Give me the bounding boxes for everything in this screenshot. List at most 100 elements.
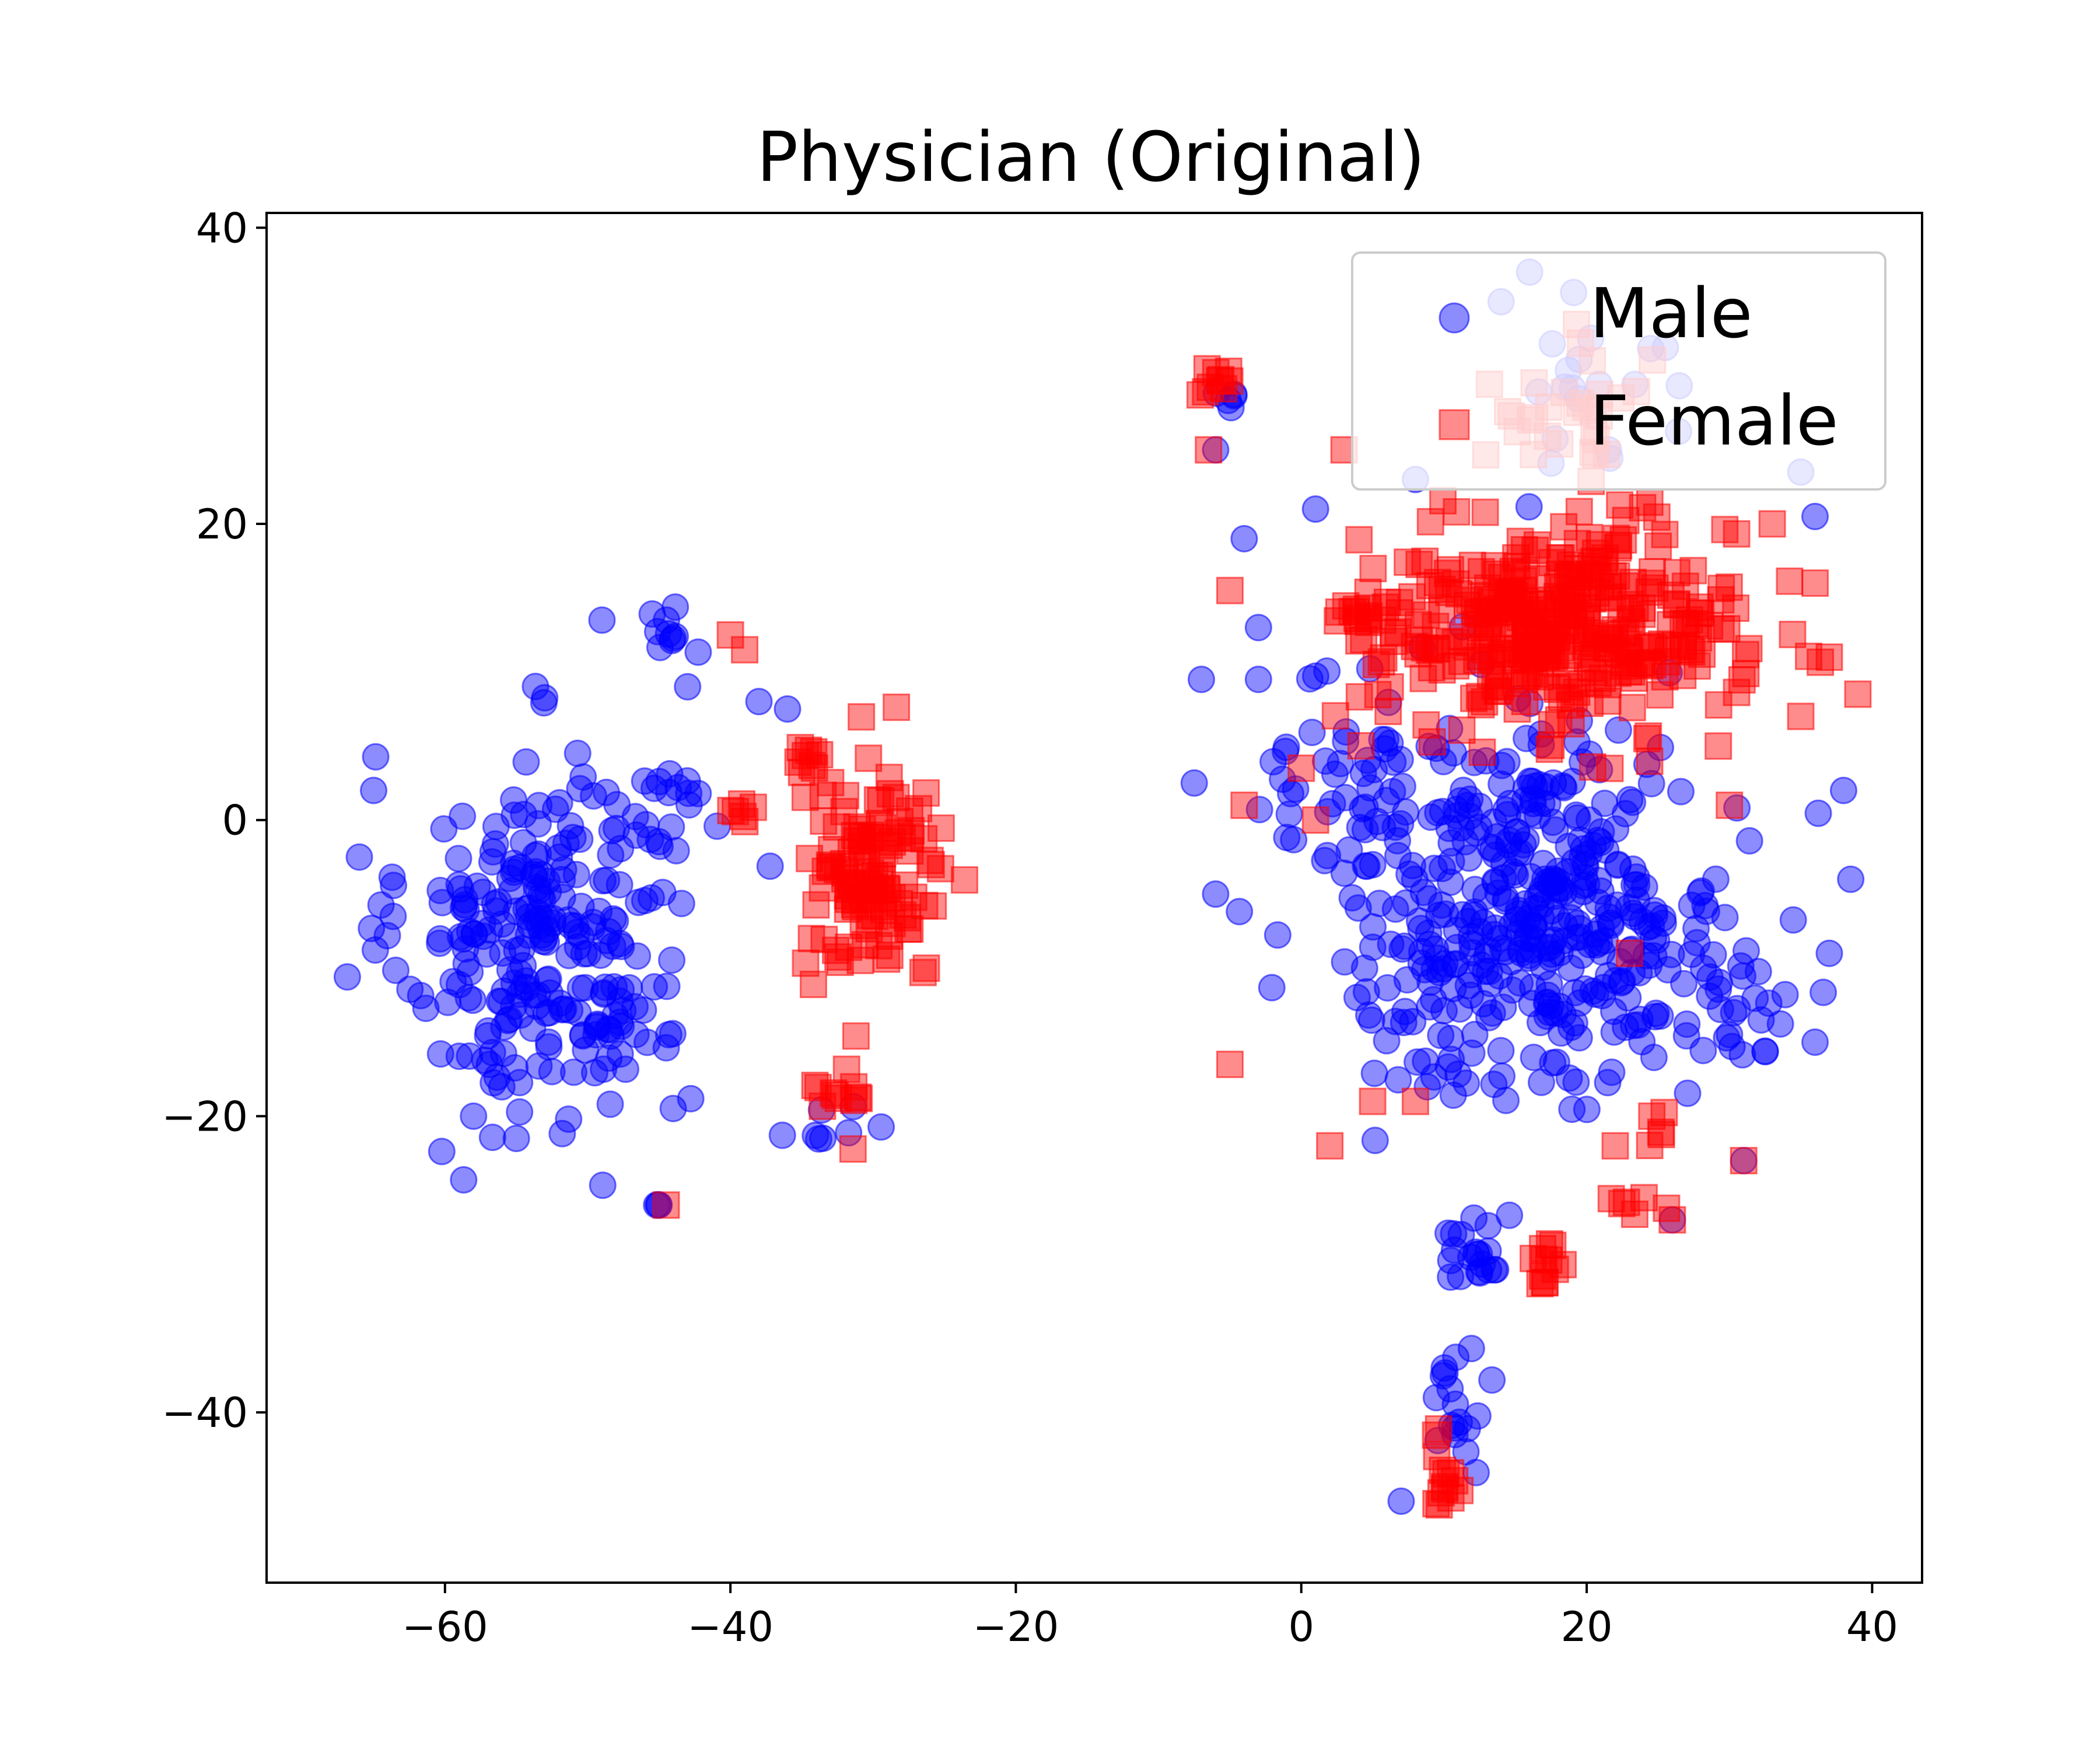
male-point xyxy=(1674,1079,1702,1107)
female-point xyxy=(1638,1102,1666,1130)
male-point xyxy=(1258,974,1286,1002)
male-point xyxy=(1436,1375,1464,1403)
female-point xyxy=(1801,569,1829,597)
female-point xyxy=(1662,591,1690,619)
legend-female-marker xyxy=(1438,409,1470,440)
male-point xyxy=(593,866,621,894)
female-point xyxy=(1359,555,1387,583)
female-point xyxy=(1634,722,1662,750)
female-point xyxy=(1612,506,1640,534)
male-point xyxy=(1460,1204,1488,1232)
male-point xyxy=(522,858,550,886)
female-point xyxy=(792,949,820,977)
female-point xyxy=(1564,581,1592,609)
female-point xyxy=(950,866,978,894)
female-point xyxy=(1658,1206,1686,1234)
male-point xyxy=(1744,957,1772,985)
male-point xyxy=(501,1054,529,1082)
male-point xyxy=(1392,889,1420,917)
male-point xyxy=(1673,1010,1701,1038)
y-tick-label: 40 xyxy=(196,204,248,252)
female-point xyxy=(1731,641,1759,669)
female-point xyxy=(1412,711,1440,739)
female-point xyxy=(896,915,924,943)
male-point xyxy=(1567,942,1595,970)
female-point xyxy=(875,764,903,792)
male-point xyxy=(1387,1487,1415,1515)
female-point xyxy=(652,1191,680,1219)
female-point xyxy=(1787,702,1815,730)
male-point xyxy=(662,837,690,865)
male-point xyxy=(531,684,559,712)
male-point xyxy=(1592,836,1620,864)
female-point xyxy=(1713,615,1741,643)
legend-box xyxy=(1351,251,1887,491)
legend-male-label: Male xyxy=(1590,273,1753,354)
female-point xyxy=(1468,738,1496,766)
male-point xyxy=(611,1055,639,1083)
female-point xyxy=(835,933,863,961)
male-point xyxy=(1427,1021,1455,1049)
female-point xyxy=(848,703,876,731)
male-point xyxy=(1584,888,1612,916)
male-point xyxy=(596,1090,624,1118)
male-point xyxy=(594,918,622,946)
male-point xyxy=(1275,800,1303,828)
female-point xyxy=(1605,531,1633,559)
female-point xyxy=(1216,1051,1244,1079)
female-point xyxy=(860,885,888,913)
male-point xyxy=(1837,865,1865,893)
male-point xyxy=(1571,851,1599,879)
male-point xyxy=(1670,970,1698,998)
male-point xyxy=(1591,789,1619,817)
male-point xyxy=(345,843,373,871)
male-point xyxy=(659,1094,687,1122)
female-point xyxy=(1639,558,1667,586)
female-point xyxy=(1636,652,1664,680)
male-point xyxy=(1566,706,1594,734)
male-point xyxy=(1435,814,1463,842)
female-point xyxy=(791,783,819,811)
female-point xyxy=(806,741,834,769)
male-point xyxy=(1351,793,1379,821)
female-point xyxy=(1686,593,1714,621)
female-point xyxy=(842,1022,870,1050)
female-point xyxy=(802,891,830,919)
female-point xyxy=(912,779,940,807)
male-point xyxy=(835,1119,863,1147)
female-point xyxy=(1424,1415,1452,1443)
female-point xyxy=(727,790,755,818)
male-point xyxy=(1378,778,1406,806)
male-point xyxy=(532,928,560,956)
male-point xyxy=(478,1124,506,1152)
male-point xyxy=(1461,898,1489,926)
female-point xyxy=(1374,697,1402,725)
y-tick-label: 20 xyxy=(196,501,248,548)
male-point xyxy=(1230,524,1258,552)
male-point xyxy=(1390,1009,1418,1037)
female-point xyxy=(1287,754,1315,782)
male-point xyxy=(1478,1366,1506,1394)
female-point xyxy=(1445,580,1473,608)
female-point xyxy=(1433,559,1461,587)
female-point xyxy=(1615,939,1643,967)
male-point xyxy=(460,1102,488,1130)
female-point xyxy=(1635,578,1663,606)
male-point xyxy=(426,925,454,953)
male-point xyxy=(1475,1003,1503,1031)
male-point xyxy=(1667,778,1695,806)
female-point xyxy=(1422,1421,1450,1449)
male-point xyxy=(1494,801,1522,829)
male-point xyxy=(1558,1096,1586,1124)
male-point xyxy=(1384,827,1412,855)
male-point xyxy=(597,841,625,869)
male-point xyxy=(536,979,564,1007)
male-point xyxy=(428,888,456,916)
female-point xyxy=(1636,488,1664,516)
male-point xyxy=(1457,981,1485,1009)
female-point xyxy=(1471,498,1499,526)
male-point xyxy=(1526,1009,1554,1037)
y-axis-ticks: −40 −20 0 20 40 xyxy=(162,204,267,1437)
male-point xyxy=(1688,877,1716,905)
female-point xyxy=(1216,367,1244,395)
